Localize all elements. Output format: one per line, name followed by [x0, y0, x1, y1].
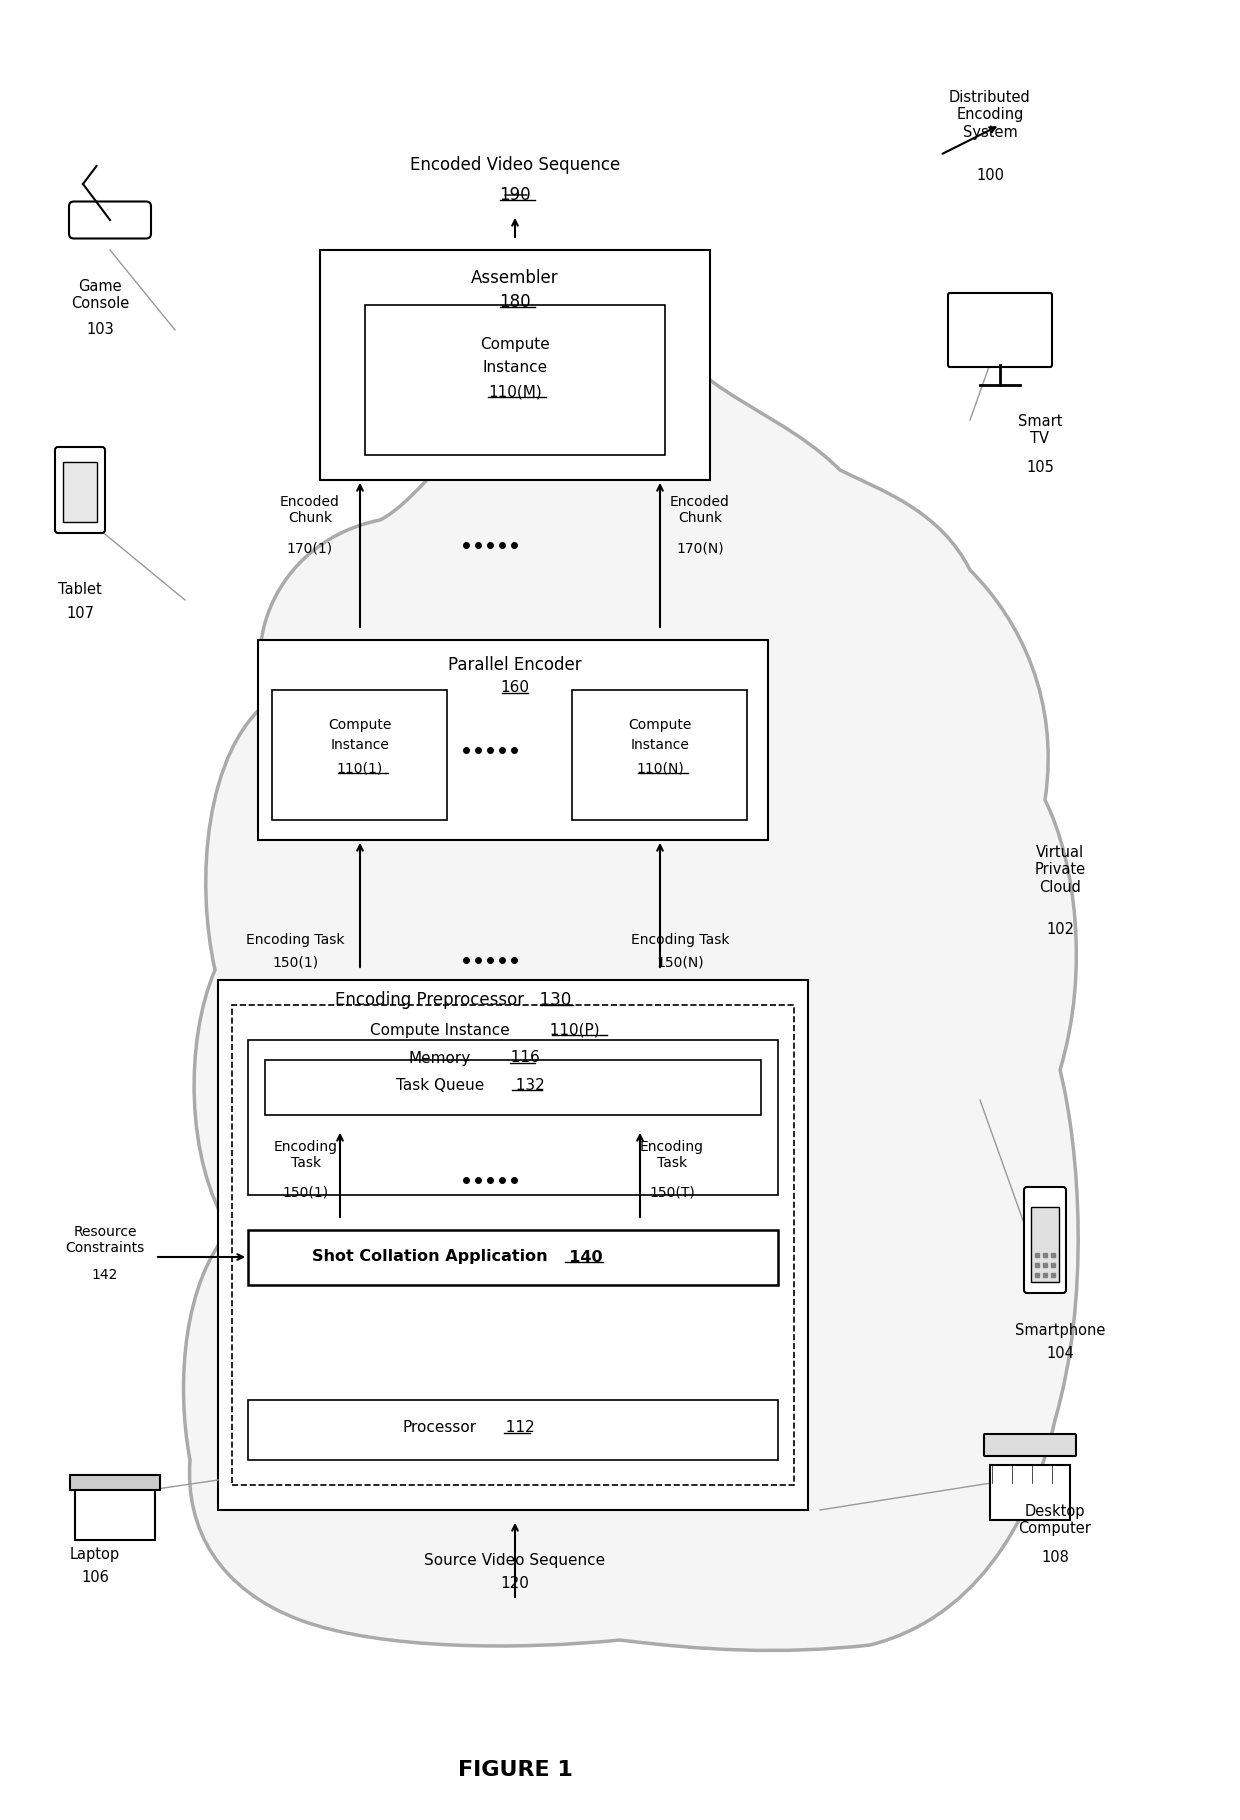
Text: Smart
TV: Smart TV: [1018, 413, 1063, 446]
Ellipse shape: [100, 120, 660, 1520]
Text: Resource
Constraints: Resource Constraints: [66, 1225, 145, 1256]
Text: 110(1): 110(1): [337, 761, 383, 775]
Text: 100: 100: [976, 167, 1004, 182]
Bar: [320, 249, 711, 480]
Text: 150(T): 150(T): [649, 1187, 694, 1199]
Bar: [572, 690, 746, 821]
Text: Assembler: Assembler: [471, 269, 559, 288]
Text: Encoding
Task: Encoding Task: [640, 1139, 704, 1170]
Text: 104: 104: [1047, 1345, 1074, 1361]
Text: Instance: Instance: [331, 737, 389, 752]
FancyBboxPatch shape: [985, 1434, 1076, 1456]
Text: 170(1): 170(1): [286, 541, 334, 555]
PathPatch shape: [184, 340, 1078, 1651]
FancyBboxPatch shape: [63, 462, 97, 522]
FancyBboxPatch shape: [949, 293, 1052, 368]
FancyBboxPatch shape: [69, 1474, 160, 1491]
Text: Compute: Compute: [629, 719, 692, 732]
Text: Encoding Preprocessor: Encoding Preprocessor: [336, 992, 525, 1008]
Text: 150(1): 150(1): [283, 1187, 329, 1199]
Bar: [218, 979, 808, 1511]
Text: Encoded Video Sequence: Encoded Video Sequence: [410, 157, 620, 175]
Bar: [248, 1400, 777, 1460]
FancyBboxPatch shape: [55, 448, 105, 533]
Text: Encoding Task: Encoding Task: [246, 934, 345, 946]
Bar: [232, 1005, 794, 1485]
Text: Shot Collation Application: Shot Collation Application: [312, 1250, 548, 1265]
Text: Laptop: Laptop: [69, 1547, 120, 1563]
Text: Task Queue: Task Queue: [396, 1077, 484, 1092]
FancyBboxPatch shape: [1024, 1187, 1066, 1292]
Ellipse shape: [229, 69, 1011, 1631]
Text: 103: 103: [86, 322, 114, 337]
Ellipse shape: [270, 550, 970, 1651]
Text: Compute: Compute: [329, 719, 392, 732]
Ellipse shape: [849, 400, 1171, 999]
Text: 112: 112: [496, 1420, 534, 1436]
Bar: [248, 1039, 777, 1196]
Text: Encoding Task: Encoding Task: [631, 934, 729, 946]
Text: Smartphone: Smartphone: [1014, 1323, 1105, 1338]
Text: FIGURE 1: FIGURE 1: [458, 1760, 573, 1780]
Ellipse shape: [580, 120, 1140, 1520]
Text: Processor: Processor: [403, 1420, 477, 1436]
Text: 110(P): 110(P): [541, 1023, 600, 1037]
Ellipse shape: [229, 200, 630, 801]
Ellipse shape: [790, 349, 1230, 1451]
Text: Source Video Sequence: Source Video Sequence: [424, 1552, 605, 1567]
Text: 120: 120: [501, 1576, 529, 1591]
Text: Encoded
Chunk: Encoded Chunk: [280, 495, 340, 526]
Text: Distributed
Encoding
System: Distributed Encoding System: [949, 91, 1030, 140]
Text: Game
Console: Game Console: [71, 278, 129, 311]
Text: Desktop
Computer: Desktop Computer: [1018, 1503, 1091, 1536]
Text: 150(N): 150(N): [656, 956, 704, 970]
Text: 160: 160: [501, 681, 529, 695]
Text: Tablet: Tablet: [58, 582, 102, 597]
Ellipse shape: [440, 160, 800, 721]
Text: Encoding
Task: Encoding Task: [274, 1139, 339, 1170]
Text: 107: 107: [66, 606, 94, 621]
Text: Virtual
Private
Cloud: Virtual Private Cloud: [1034, 844, 1085, 895]
Text: 130: 130: [529, 992, 572, 1008]
Text: 190: 190: [500, 186, 531, 204]
Text: Compute Instance: Compute Instance: [370, 1023, 510, 1037]
Text: 108: 108: [1042, 1551, 1069, 1565]
Ellipse shape: [10, 349, 450, 1451]
Text: 110(N): 110(N): [636, 761, 684, 775]
Ellipse shape: [69, 400, 391, 999]
Bar: [258, 641, 768, 841]
FancyBboxPatch shape: [1030, 1207, 1059, 1281]
Bar: [248, 1230, 777, 1285]
Text: 170(N): 170(N): [676, 541, 724, 555]
FancyBboxPatch shape: [74, 1485, 155, 1540]
Text: 106: 106: [81, 1571, 109, 1585]
Text: Compute: Compute: [480, 337, 549, 353]
Text: 110(M): 110(M): [489, 384, 542, 400]
Text: 180: 180: [500, 293, 531, 311]
Text: Parallel Encoder: Parallel Encoder: [448, 655, 582, 673]
Text: Instance: Instance: [631, 737, 689, 752]
Text: Encoded
Chunk: Encoded Chunk: [670, 495, 730, 526]
Text: 142: 142: [92, 1269, 118, 1281]
Bar: [272, 690, 446, 821]
Text: 105: 105: [1025, 460, 1054, 475]
Bar: [265, 1059, 761, 1116]
FancyBboxPatch shape: [990, 1465, 1070, 1520]
FancyBboxPatch shape: [69, 202, 151, 238]
Bar: [365, 306, 665, 455]
Text: Memory: Memory: [409, 1050, 471, 1065]
Text: 132: 132: [506, 1077, 544, 1092]
Ellipse shape: [600, 200, 999, 801]
Text: 116: 116: [501, 1050, 539, 1065]
Text: 140: 140: [558, 1250, 603, 1265]
Text: 102: 102: [1047, 923, 1074, 937]
Text: Instance: Instance: [482, 360, 548, 375]
Text: 150(1): 150(1): [272, 956, 319, 970]
